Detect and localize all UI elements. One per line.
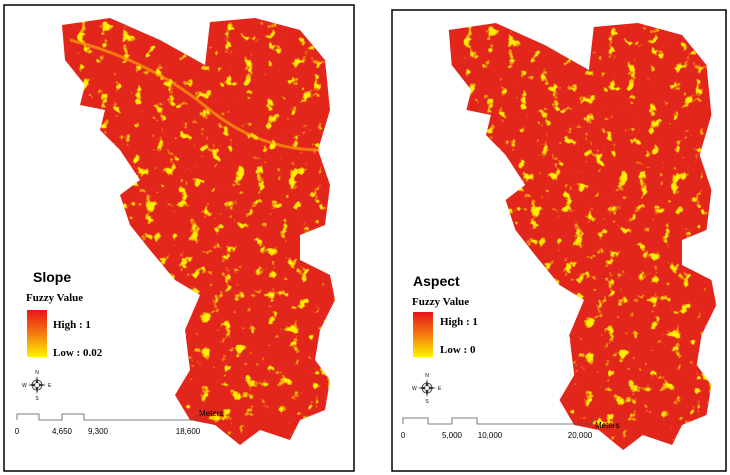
region-texture (449, 23, 717, 450)
legend-title: Slope (33, 269, 71, 285)
scale-unit: Meters (199, 409, 223, 418)
compass-s: S (35, 396, 39, 402)
compass-n: N (35, 370, 39, 376)
scale-label: 5,000 (442, 431, 463, 440)
scale-unit: Meters (595, 421, 619, 430)
compass: N S E W (22, 370, 52, 402)
legend-ramp (413, 312, 433, 357)
panel: Aspect Fuzzy Value High : 1 Low : 0 N S … (392, 10, 726, 471)
region-texture (62, 18, 335, 445)
scale-label: 4,650 (52, 427, 73, 436)
legend-high: High : 1 (53, 319, 91, 331)
scale-bar (403, 418, 592, 424)
legend-subtitle: Fuzzy Value (26, 292, 83, 304)
legend-ramp (27, 310, 47, 357)
scale-label: 0 (401, 431, 406, 440)
scale-label: 20,000 (568, 431, 593, 440)
legend-title: Aspect (413, 273, 460, 289)
legend-low: Low : 0.02 (53, 347, 103, 359)
scale-label: 10,000 (478, 431, 503, 440)
legend-high: High : 1 (440, 316, 478, 328)
compass-e: E (438, 386, 442, 392)
scale-label: 0 (15, 427, 20, 436)
map-figure: Slope Fuzzy Value High : 1 Low : 0.02 N … (0, 0, 730, 475)
compass-w: W (22, 383, 27, 389)
scale-label: 9,300 (88, 427, 109, 436)
scale-bar (17, 414, 196, 420)
compass-s: S (425, 399, 429, 405)
legend-low: Low : 0 (440, 344, 476, 356)
scale-label: 18,600 (176, 427, 201, 436)
compass-e: E (48, 383, 52, 389)
legend-subtitle: Fuzzy Value (412, 296, 469, 308)
panel: Slope Fuzzy Value High : 1 Low : 0.02 N … (4, 5, 354, 471)
compass-w: W (412, 386, 417, 392)
compass: N S E W (412, 373, 442, 405)
compass-n: N (425, 373, 429, 379)
